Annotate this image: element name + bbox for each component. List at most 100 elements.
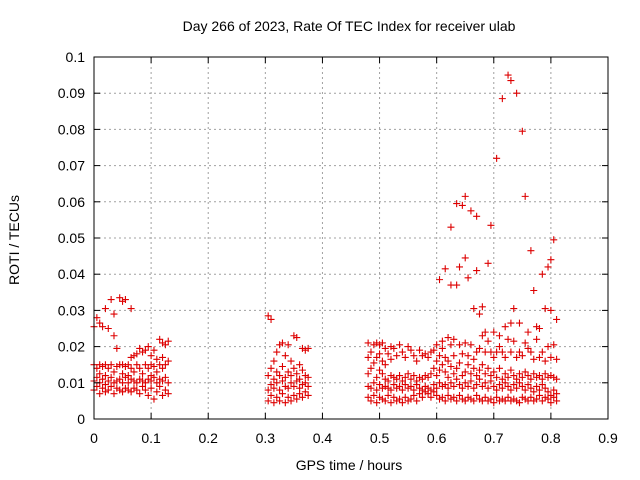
data-point [541, 357, 549, 365]
data-point [384, 391, 392, 399]
data-point [119, 370, 127, 378]
data-point [498, 384, 506, 392]
data-point [447, 379, 455, 387]
data-point [390, 393, 398, 401]
data-point [153, 355, 161, 363]
data-point [476, 366, 483, 374]
data-point [404, 343, 412, 351]
x-tick-label: 0.5 [370, 430, 390, 446]
data-point [427, 393, 435, 401]
data-point [476, 344, 483, 352]
data-point [433, 372, 441, 380]
data-point [538, 375, 546, 383]
data-point [161, 341, 169, 349]
data-point [544, 263, 552, 271]
data-point [513, 89, 521, 97]
data-point [504, 335, 512, 343]
data-point [447, 363, 455, 371]
data-point [133, 379, 141, 387]
data-point [278, 377, 286, 385]
data-point [101, 372, 109, 380]
data-point [290, 364, 298, 372]
data-point [296, 384, 304, 392]
data-point [430, 364, 438, 372]
data-point [281, 399, 289, 407]
data-point [484, 259, 492, 267]
data-point [490, 382, 498, 390]
data-point [450, 382, 458, 390]
data-point [433, 384, 441, 392]
data-point [458, 350, 466, 358]
data-point [156, 382, 164, 390]
data-point [121, 296, 129, 304]
data-point [507, 77, 515, 85]
data-point [513, 375, 521, 383]
data-point [530, 388, 538, 396]
data-point [518, 127, 526, 135]
data-point [461, 368, 469, 376]
data-point [433, 391, 441, 399]
data-point [430, 381, 438, 389]
data-point [470, 355, 478, 363]
data-point [93, 364, 101, 372]
data-point [515, 370, 523, 378]
y-tick-label: 0.06 [58, 194, 85, 210]
data-point [276, 386, 284, 394]
data-point [515, 319, 523, 327]
data-point [373, 386, 381, 394]
data-point [524, 328, 532, 336]
data-point [553, 355, 561, 363]
data-point [416, 346, 424, 354]
data-point [470, 397, 478, 405]
data-point [104, 377, 112, 385]
data-point [478, 332, 486, 340]
data-point [490, 353, 498, 361]
data-point [504, 373, 512, 381]
data-point [436, 352, 444, 360]
data-point [124, 361, 132, 369]
data-point [278, 339, 286, 347]
data-point [538, 270, 546, 278]
data-point [521, 339, 529, 347]
data-point [510, 372, 518, 380]
x-tick-label: 0.3 [256, 430, 276, 446]
data-point [133, 361, 141, 369]
data-point [267, 381, 275, 389]
y-tick-label: 0.02 [58, 339, 85, 355]
data-point [533, 382, 541, 390]
data-point [527, 247, 535, 255]
data-point [478, 382, 486, 390]
y-tick-label: 0.07 [58, 158, 85, 174]
x-tick-label: 0.9 [598, 430, 618, 446]
data-point [438, 393, 446, 401]
data-point [493, 154, 501, 162]
data-point [484, 364, 492, 372]
data-point [398, 377, 406, 385]
data-point [493, 386, 501, 394]
data-point [476, 375, 483, 383]
points-layer [90, 71, 561, 407]
data-point [270, 357, 278, 365]
data-point [541, 384, 549, 392]
data-point [281, 373, 289, 381]
data-point [444, 373, 452, 381]
data-point [304, 382, 312, 390]
data-point [273, 348, 281, 356]
data-point [481, 393, 489, 401]
data-point [136, 364, 144, 372]
data-point [473, 267, 481, 275]
data-point [470, 364, 478, 372]
data-point [553, 390, 561, 398]
data-point [293, 370, 301, 378]
data-point [530, 370, 538, 378]
data-point [456, 359, 464, 367]
data-point [124, 372, 132, 380]
data-point [401, 373, 409, 381]
x-tick-label: 0.6 [427, 430, 447, 446]
data-point [410, 386, 418, 394]
data-point [490, 328, 498, 336]
data-point [147, 384, 155, 392]
data-point [284, 341, 292, 349]
data-point [144, 391, 152, 399]
data-point [484, 337, 492, 345]
